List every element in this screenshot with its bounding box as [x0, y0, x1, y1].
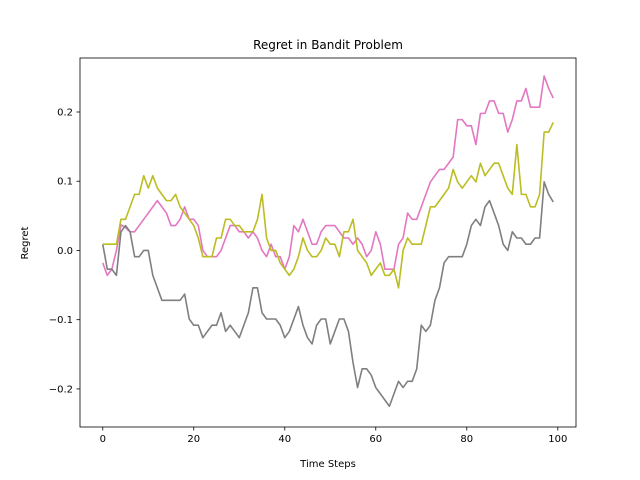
y-axis: −0.2 −0.1 0.0 0.1 0.2 [49, 108, 80, 395]
y-tick-label: 0.2 [57, 108, 73, 119]
x-tick-label: 80 [460, 434, 473, 445]
series-lines [101, 75, 554, 408]
y-tick-label: −0.1 [49, 315, 73, 326]
chart-title: Regret in Bandit Problem [253, 38, 403, 52]
x-axis-label: Time Steps [299, 459, 356, 470]
x-tick-label: 60 [369, 434, 382, 445]
x-axis: 0 20 40 60 80 100 [100, 427, 567, 445]
x-tick-label: 20 [187, 434, 200, 445]
y-axis-label: Regret [20, 226, 31, 259]
series-line-3 [102, 122, 554, 289]
y-tick-label: −0.2 [49, 384, 73, 395]
y-tick-label: 0.1 [57, 177, 73, 188]
x-tick-label: 40 [278, 434, 291, 445]
x-tick-label: 100 [548, 434, 567, 445]
x-tick-label: 0 [100, 434, 106, 445]
y-tick-label: 0.0 [57, 246, 73, 257]
plot-frame [79, 57, 577, 428]
series-line-1 [101, 75, 554, 277]
series-line-2 [101, 181, 554, 408]
